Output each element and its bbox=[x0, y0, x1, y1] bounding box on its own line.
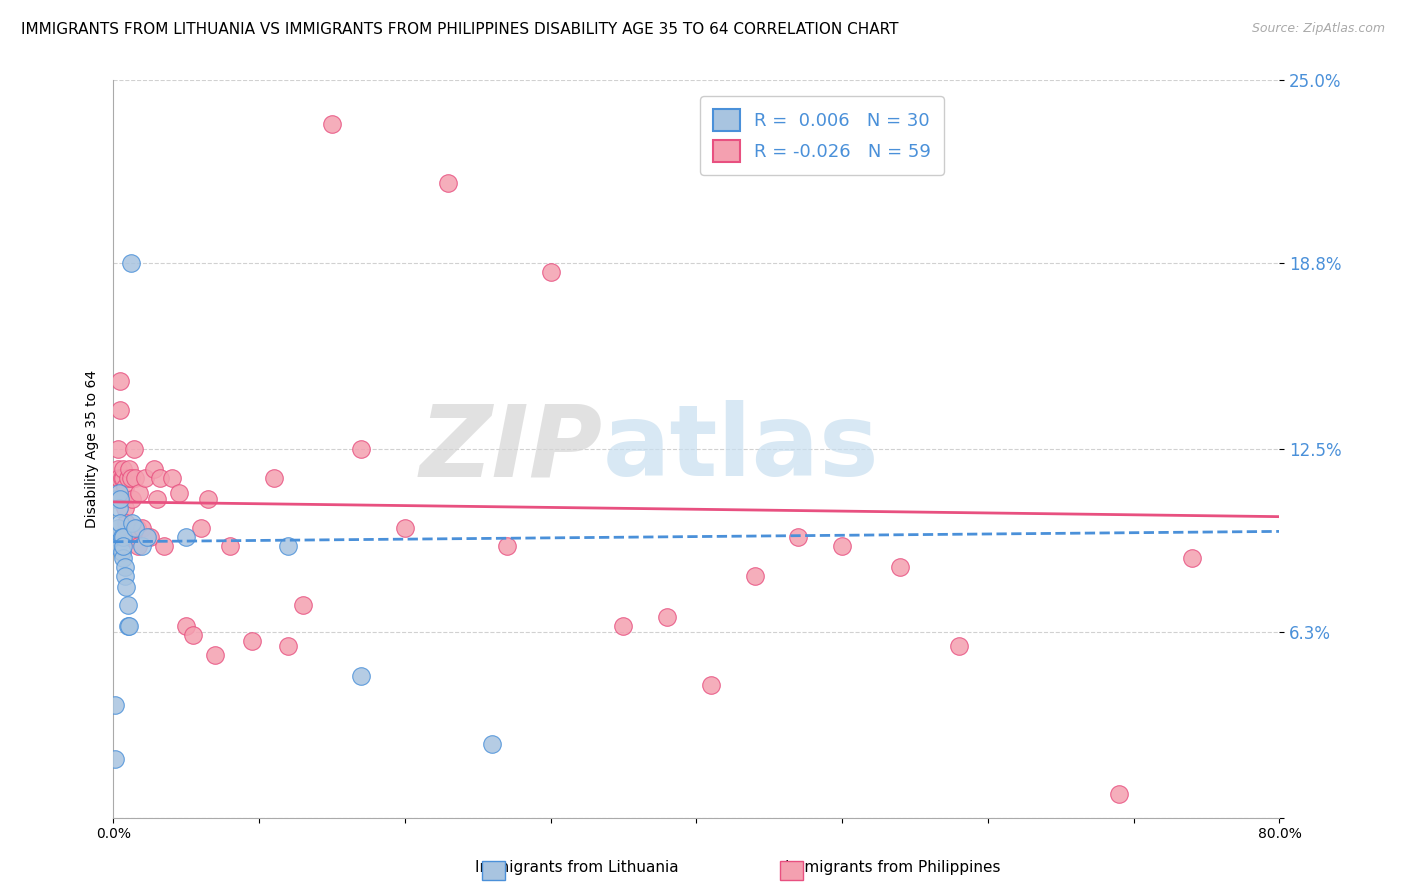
Point bbox=[117, 619, 139, 633]
Point bbox=[112, 530, 135, 544]
Text: IMMIGRANTS FROM LITHUANIA VS IMMIGRANTS FROM PHILIPPINES DISABILITY AGE 35 TO 64: IMMIGRANTS FROM LITHUANIA VS IMMIGRANTS … bbox=[21, 22, 898, 37]
Point bbox=[128, 486, 150, 500]
Point bbox=[183, 628, 205, 642]
Point bbox=[108, 471, 131, 485]
Point bbox=[135, 530, 157, 544]
Point bbox=[263, 471, 285, 485]
Point bbox=[131, 521, 153, 535]
Point bbox=[787, 530, 810, 544]
Point bbox=[149, 471, 172, 485]
Text: Source: ZipAtlas.com: Source: ZipAtlas.com bbox=[1251, 22, 1385, 36]
Point bbox=[394, 521, 416, 535]
Text: Immigrants from Philippines: Immigrants from Philippines bbox=[785, 861, 1001, 875]
Point bbox=[107, 462, 129, 476]
Point bbox=[134, 471, 156, 485]
Point bbox=[138, 530, 160, 544]
Point bbox=[744, 568, 766, 582]
Point bbox=[125, 521, 148, 535]
Point bbox=[114, 559, 136, 574]
Point bbox=[124, 521, 146, 535]
Point bbox=[111, 545, 134, 559]
Point bbox=[118, 462, 141, 476]
Point bbox=[114, 500, 136, 515]
Point bbox=[889, 559, 911, 574]
Point bbox=[143, 462, 166, 476]
Point bbox=[350, 669, 373, 683]
Point bbox=[104, 751, 127, 765]
Point bbox=[174, 619, 197, 633]
Point bbox=[115, 530, 138, 544]
Point bbox=[204, 648, 226, 663]
Point bbox=[657, 610, 679, 624]
Text: ZIP: ZIP bbox=[420, 401, 603, 497]
Point bbox=[112, 539, 135, 553]
Point bbox=[481, 737, 503, 751]
Point bbox=[108, 486, 131, 500]
Point bbox=[160, 471, 183, 485]
Point bbox=[111, 530, 134, 544]
Point bbox=[117, 598, 139, 612]
Text: atlas: atlas bbox=[603, 401, 880, 497]
Point bbox=[167, 486, 190, 500]
Point bbox=[948, 640, 970, 654]
Point bbox=[612, 619, 634, 633]
Point bbox=[540, 265, 562, 279]
Point bbox=[112, 462, 135, 476]
Point bbox=[105, 486, 128, 500]
Point bbox=[146, 491, 169, 506]
Point bbox=[218, 539, 240, 553]
Point bbox=[114, 480, 136, 494]
Point bbox=[131, 539, 153, 553]
Point bbox=[495, 539, 517, 553]
Point bbox=[111, 471, 134, 485]
Point bbox=[105, 491, 128, 506]
Point bbox=[197, 491, 219, 506]
Point bbox=[437, 176, 460, 190]
Point bbox=[120, 471, 142, 485]
Point bbox=[700, 678, 723, 692]
Point bbox=[112, 471, 135, 485]
Point bbox=[110, 374, 132, 388]
Point bbox=[118, 619, 141, 633]
Point bbox=[121, 516, 143, 530]
Point bbox=[104, 698, 127, 713]
Point bbox=[121, 491, 143, 506]
Point bbox=[117, 530, 139, 544]
Point bbox=[110, 491, 132, 506]
Point bbox=[1108, 787, 1130, 801]
Point bbox=[321, 117, 343, 131]
Point bbox=[117, 471, 139, 485]
Point bbox=[108, 500, 131, 515]
Point bbox=[107, 539, 129, 553]
Point bbox=[350, 442, 373, 456]
Point bbox=[115, 581, 138, 595]
Point bbox=[1181, 551, 1204, 566]
Point bbox=[174, 530, 197, 544]
Point bbox=[114, 568, 136, 582]
Point bbox=[831, 539, 853, 553]
Point bbox=[115, 516, 138, 530]
Point bbox=[105, 530, 128, 544]
Point bbox=[291, 598, 314, 612]
Point bbox=[124, 471, 146, 485]
Y-axis label: Disability Age 35 to 64: Disability Age 35 to 64 bbox=[86, 369, 100, 528]
Point bbox=[111, 491, 134, 506]
Point bbox=[277, 640, 299, 654]
Point bbox=[112, 551, 135, 566]
Point bbox=[120, 256, 142, 270]
Point bbox=[190, 521, 212, 535]
Point bbox=[107, 442, 129, 456]
Legend: R =  0.006   N = 30, R = -0.026   N = 59: R = 0.006 N = 30, R = -0.026 N = 59 bbox=[700, 96, 943, 175]
Text: Immigrants from Lithuania: Immigrants from Lithuania bbox=[475, 861, 678, 875]
Point bbox=[107, 521, 129, 535]
Point bbox=[110, 403, 132, 417]
Point bbox=[122, 442, 145, 456]
Point bbox=[240, 633, 263, 648]
Point bbox=[277, 539, 299, 553]
Point bbox=[127, 539, 149, 553]
Point bbox=[153, 539, 176, 553]
Point bbox=[110, 516, 132, 530]
